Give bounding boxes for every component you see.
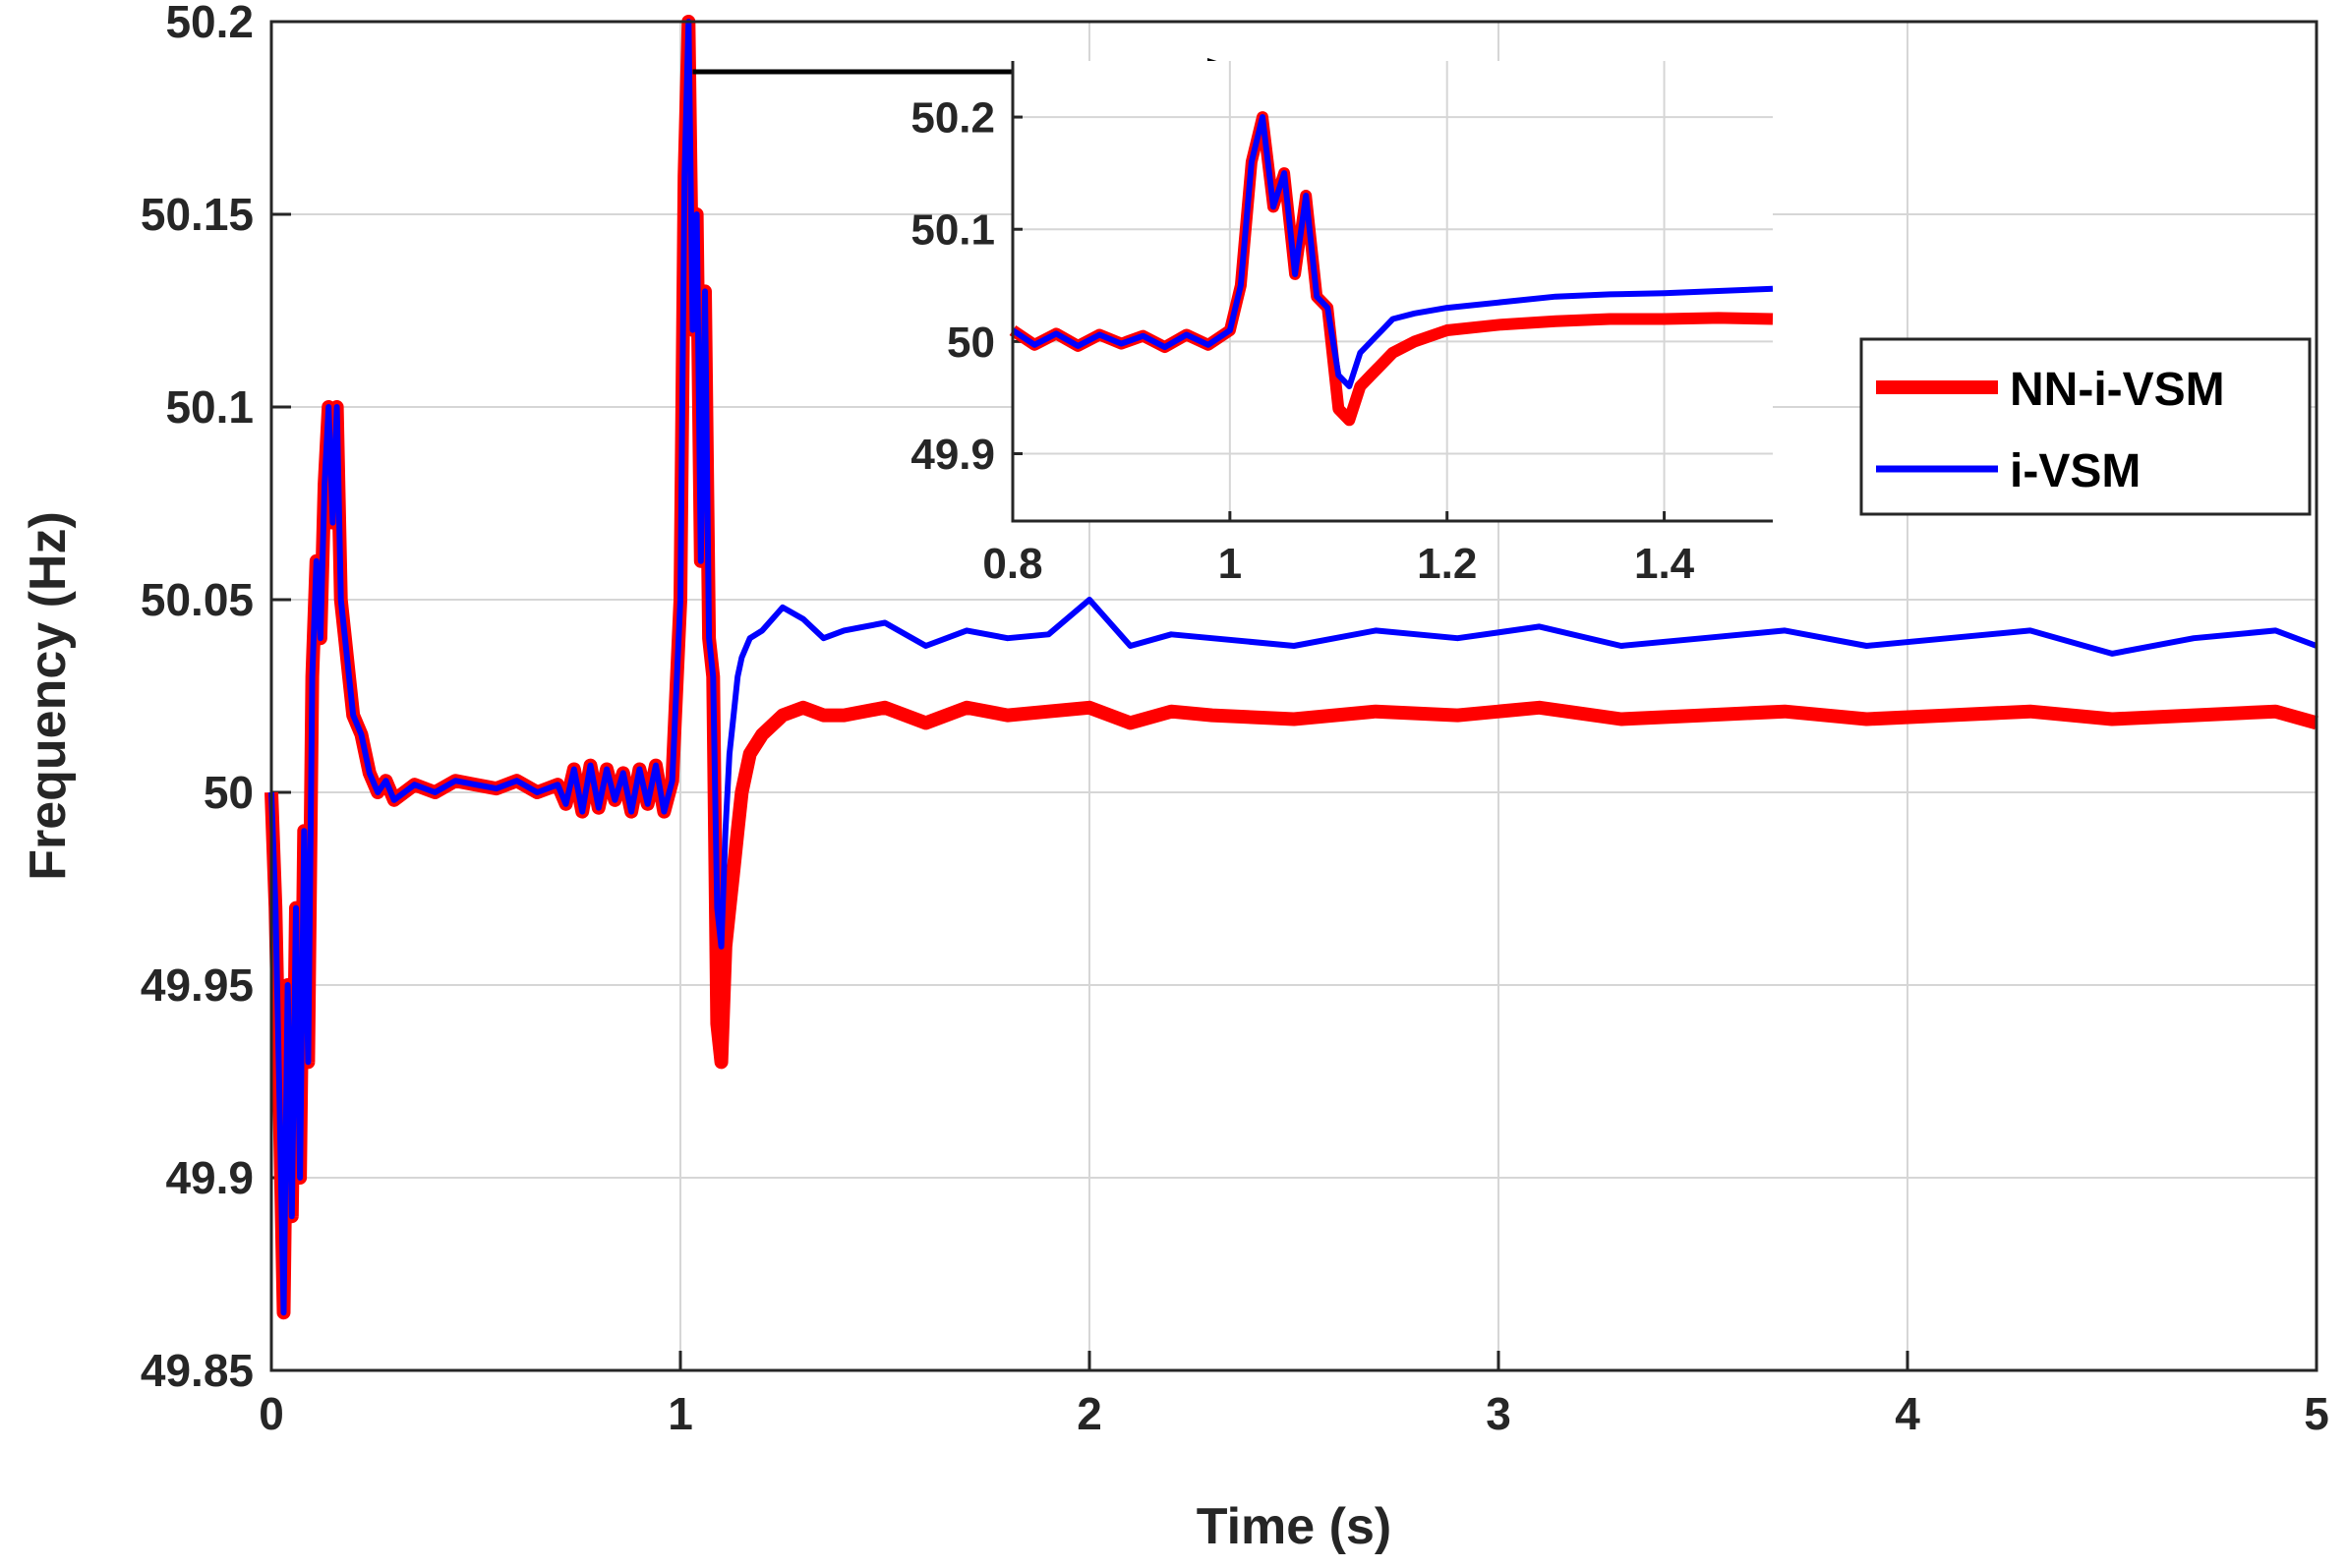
x-tick-label: 3	[1486, 1388, 1511, 1439]
inset-x-tick-labels: 0.8 1 1.2 1.4	[982, 540, 1694, 588]
series-line-i-vsm	[1011, 114, 1774, 389]
x-tick-label: 0	[259, 1388, 284, 1439]
y-tick-label: 49.9	[910, 431, 995, 479]
inset-plot: 0.8 1 1.2 1.4 49.9 50 50.1 50.2	[910, 61, 1774, 588]
main-x-tick-labels: 0 1 2 3 4 5	[259, 1388, 2329, 1439]
y-tick-label: 49.85	[141, 1345, 254, 1396]
x-tick-label: 2	[1077, 1388, 1102, 1439]
y-tick-label: 50	[947, 319, 995, 367]
y-tick-label: 50.1	[910, 206, 995, 255]
main-y-tick-labels: 49.85 49.9 49.95 50 50.05 50.1 50.15 50.2	[141, 0, 254, 1396]
y-tick-label: 50.1	[165, 381, 254, 433]
x-tick-label: 1.2	[1417, 540, 1477, 588]
inset-series	[1009, 111, 1774, 427]
y-tick-label: 49.95	[141, 959, 254, 1011]
legend-box	[1859, 337, 2312, 516]
y-tick-label: 50.05	[141, 574, 254, 625]
y-tick-label: 50.2	[910, 93, 995, 142]
series-line-i-vsm	[268, 19, 2318, 1316]
x-tick-label: 0.8	[982, 540, 1042, 588]
y-axis-label: Frequency (Hz)	[20, 511, 77, 881]
legend-label-nn-i-vsm: NN-i-VSM	[2010, 364, 2225, 416]
y-tick-label: 50.15	[141, 189, 254, 240]
y-tick-label: 49.9	[165, 1152, 254, 1203]
y-tick-label: 50	[204, 767, 254, 818]
x-tick-label: 5	[2304, 1388, 2329, 1439]
main-series	[264, 15, 2318, 1320]
inset-y-tick-labels: 49.9 50 50.1 50.2	[910, 93, 995, 478]
x-tick-label: 1.4	[1634, 540, 1695, 588]
legend-label-i-vsm: i-VSM	[2010, 445, 2141, 497]
y-tick-label: 50.2	[165, 0, 254, 47]
inset-axis-lines	[1011, 61, 1773, 523]
main-plot-frame	[269, 20, 2318, 1372]
x-tick-label: 1	[668, 1388, 693, 1439]
x-tick-label: 1	[1218, 540, 1242, 588]
x-tick-label: 4	[1895, 1388, 1920, 1439]
x-axis-label: Time (s)	[1197, 1498, 1391, 1555]
legend: NN-i-VSM i-VSM	[1859, 337, 2312, 516]
